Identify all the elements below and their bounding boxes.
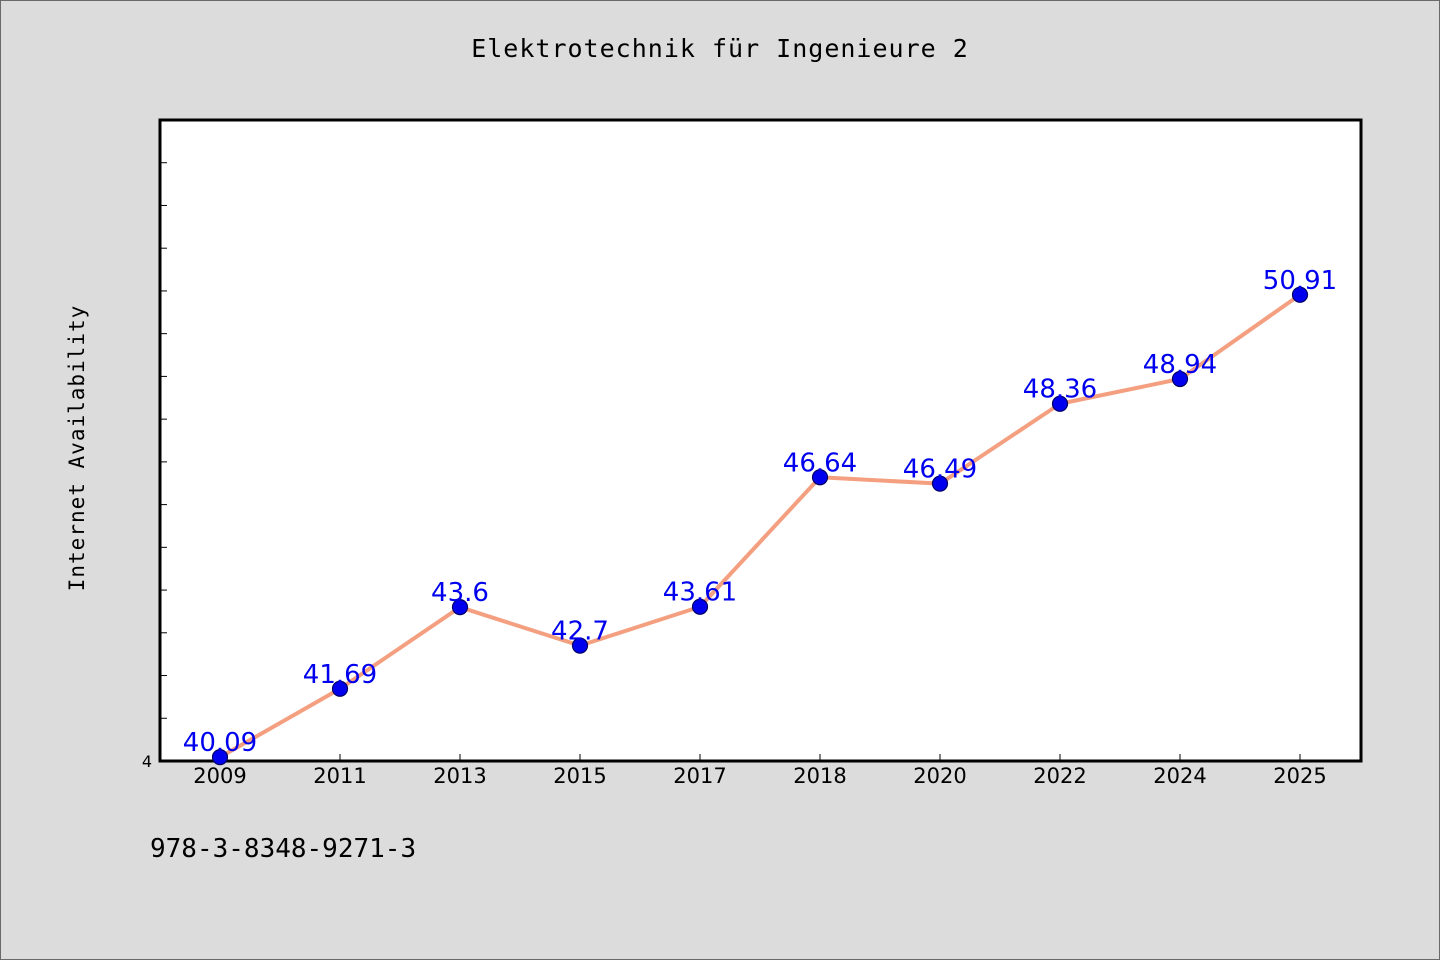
data-label: 50.91 [1263, 266, 1337, 296]
data-point [1291, 286, 1309, 303]
x-tick-label: 2017 [673, 764, 726, 788]
data-label: 41.69 [303, 660, 377, 690]
series-markers [211, 286, 1309, 766]
data-label: 48.94 [1143, 350, 1217, 380]
data-point [451, 599, 469, 616]
y-tick-labels: 4 [142, 752, 152, 771]
data-label: 43.6 [431, 578, 489, 608]
x-tick-label: 2009 [193, 764, 246, 788]
series-line [218, 292, 1302, 760]
data-point [1051, 395, 1069, 412]
data-point [811, 469, 829, 486]
data-label: 46.64 [783, 448, 857, 478]
data-point [931, 475, 949, 492]
isbn-text: 978-3-8348-9271-3 [150, 834, 417, 864]
x-tick-label: 2011 [313, 764, 366, 788]
data-point [1171, 370, 1189, 388]
x-tick-label: 2024 [1153, 764, 1206, 788]
data-label: 42.7 [551, 617, 609, 647]
x-tick-labels: 2009 2011 2013 2015 2017 2018 2020 2022 2024 2025 [193, 764, 1326, 788]
data-point [211, 749, 229, 766]
data-point [331, 680, 349, 697]
data-point [691, 598, 709, 615]
data-label: 40.09 [183, 728, 257, 758]
x-tick-label: 2022 [1033, 764, 1086, 788]
y-tick-label: 4 [142, 752, 152, 771]
data-label: 48.36 [1023, 375, 1097, 405]
x-tick-label: 2018 [793, 764, 846, 788]
plot-area [158, 118, 1363, 763]
data-label: 46.49 [903, 455, 977, 485]
data-labels: 40.09 41.69 43.6 42.7 43.61 46.64 46.49 48.36 48… [183, 266, 1337, 758]
x-tick-label: 2015 [553, 764, 606, 788]
x-tick-label: 2020 [913, 764, 966, 788]
data-label: 43.61 [663, 578, 737, 608]
y-ticks [160, 162, 167, 719]
data-point [571, 637, 589, 654]
x-tick-label: 2025 [1273, 764, 1326, 788]
chart-title: Elektrotechnik für Ingenieure 2 [471, 34, 969, 63]
x-tick-label: 2013 [433, 764, 486, 788]
